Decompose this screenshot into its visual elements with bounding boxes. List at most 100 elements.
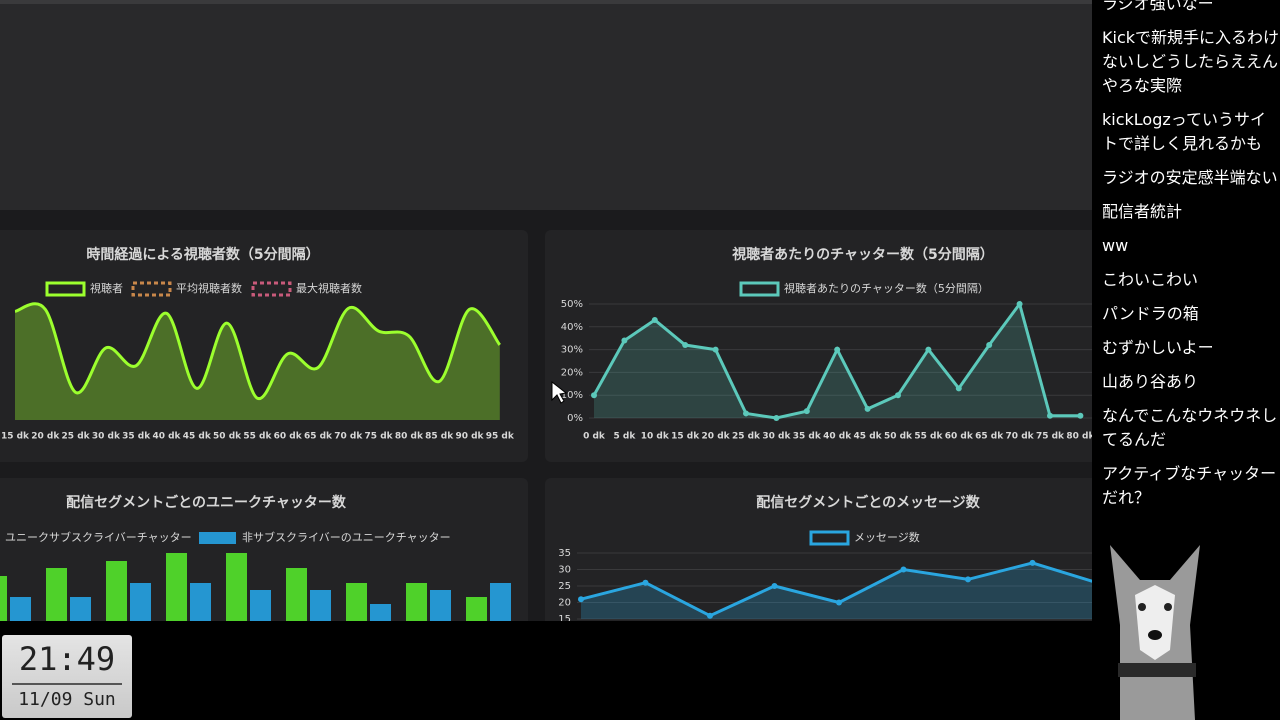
x-tick-label: 20 dk xyxy=(31,432,60,442)
point xyxy=(682,342,689,349)
bar xyxy=(370,604,391,621)
point xyxy=(712,346,719,353)
plot xyxy=(0,553,511,621)
x-tick-label: 70 dk xyxy=(1006,432,1035,442)
x-tick-label: 25 dk xyxy=(62,432,91,442)
bar xyxy=(10,597,31,621)
legend-label: メッセージ数 xyxy=(854,531,920,544)
bar xyxy=(130,583,151,621)
x-tick-label: 30 dk xyxy=(762,432,791,442)
chat-panel: ラジオ強いなー Kickで新規手に入るわけないしどうしたらええんやろな実際 kick… xyxy=(1092,0,1280,720)
top-strip xyxy=(0,0,1092,4)
legend-label: ユニークサブスクライバーチャッター xyxy=(5,530,192,544)
bar xyxy=(226,553,247,621)
chat-message: kickLogzっていうサイトで詳しく見れるかも xyxy=(1102,110,1266,153)
x-tick-label: 85 dk xyxy=(425,432,454,442)
bar xyxy=(46,568,67,621)
bar xyxy=(166,553,187,621)
x-tick-label: 90 dk xyxy=(455,432,484,442)
x-tick-label: 45 dk xyxy=(854,432,883,442)
x-tick-label: 75 dk xyxy=(365,432,394,442)
point xyxy=(965,576,971,583)
bar xyxy=(490,583,511,621)
chat-message: こわいこわい xyxy=(1102,270,1199,289)
card xyxy=(545,230,1092,462)
chat-message: なんでこんなウネウネしてるんだ xyxy=(1102,406,1278,449)
x-tick-label: 35 dk xyxy=(793,432,822,442)
legend-swatch xyxy=(199,532,236,544)
card xyxy=(545,478,1092,638)
x-tick-label: 15 dk xyxy=(1,432,30,442)
area xyxy=(581,562,1092,619)
legend-label: 視聴者あたりのチャッター数（5分間隔） xyxy=(784,281,989,295)
point xyxy=(591,392,597,399)
cursor xyxy=(551,380,568,404)
bar xyxy=(310,590,331,621)
y-tick-label: 35 xyxy=(558,548,571,559)
point xyxy=(836,599,842,606)
chart-title: 配信セグメントごとのユニークチャッター数 xyxy=(66,494,347,511)
line xyxy=(14,302,502,400)
y-tick-label: 40% xyxy=(561,322,583,333)
point xyxy=(895,392,901,399)
point xyxy=(651,316,658,323)
chat-message: 山あり谷あり xyxy=(1102,372,1199,391)
area xyxy=(15,303,500,420)
y-tick-label: 30% xyxy=(561,345,583,356)
x-tick-label: 45 dk xyxy=(183,432,212,442)
x-tick-label: 30 dk xyxy=(92,432,121,442)
x-tick-label: 95 dk xyxy=(486,432,515,442)
chat-message: ラジオ強いなー xyxy=(1102,0,1214,13)
y-tick-label: 15 xyxy=(558,614,571,625)
point xyxy=(578,596,584,603)
point xyxy=(707,612,713,619)
x-tick-label: 55 dk xyxy=(243,432,272,442)
x-tick-label: 60 dk xyxy=(274,432,303,442)
bar xyxy=(70,597,91,621)
dog-eye xyxy=(1164,603,1172,611)
bar xyxy=(466,597,487,621)
legend-swatch xyxy=(131,281,172,297)
point xyxy=(1077,412,1084,419)
x-tick-label: 50 dk xyxy=(884,432,913,442)
point xyxy=(1029,559,1036,566)
bottom-bar xyxy=(0,621,1092,720)
bar xyxy=(106,561,127,621)
chat-message: パンドラの箱 xyxy=(1102,304,1199,323)
bar xyxy=(430,590,451,621)
chat-message: ラジオの安定感半端ない xyxy=(1102,168,1278,187)
x-tick-label: 35 dk xyxy=(122,432,151,442)
clock-time: 21:49 xyxy=(12,635,122,685)
chat-message: ww xyxy=(1102,236,1129,255)
y-tick-label: 0% xyxy=(567,413,583,424)
x-tick-label: 80 dk xyxy=(1066,432,1092,442)
x-tick-label: 65 dk xyxy=(975,432,1004,442)
y-tick-label: 10% xyxy=(561,390,583,401)
x-tick-label: 70 dk xyxy=(334,432,363,442)
point xyxy=(864,405,871,412)
x-tick-label: 15 dk xyxy=(671,432,700,442)
x-tick-label: 75 dk xyxy=(1036,432,1065,442)
point xyxy=(834,346,841,353)
point xyxy=(900,566,907,573)
dog-face xyxy=(1135,585,1175,660)
point xyxy=(621,337,628,344)
plot xyxy=(589,300,1092,421)
dog-eye xyxy=(1138,603,1146,611)
point xyxy=(743,410,749,417)
clock: 21:49 11/09 Sun xyxy=(2,635,132,718)
x-tick-label: 25 dk xyxy=(732,432,761,442)
y-tick-label: 50% xyxy=(561,299,583,310)
x-tick-label: 80 dk xyxy=(395,432,424,442)
point xyxy=(771,583,778,589)
chat-message: アクティブなチャッターだれ？ xyxy=(1102,464,1277,507)
chat-message: Kickで新規手に入るわけないしどうしたらええんやろな実際 xyxy=(1102,28,1280,95)
plot xyxy=(577,552,1092,620)
chat-message: むずかしいよー xyxy=(1102,338,1214,357)
chart-title: 配信セグメントごとのメッセージ数 xyxy=(756,494,981,511)
point xyxy=(925,346,932,353)
legend-label: 平均視聴者数 xyxy=(176,281,242,295)
legend-swatch xyxy=(45,281,86,297)
x-tick-label: 55 dk xyxy=(914,432,943,442)
